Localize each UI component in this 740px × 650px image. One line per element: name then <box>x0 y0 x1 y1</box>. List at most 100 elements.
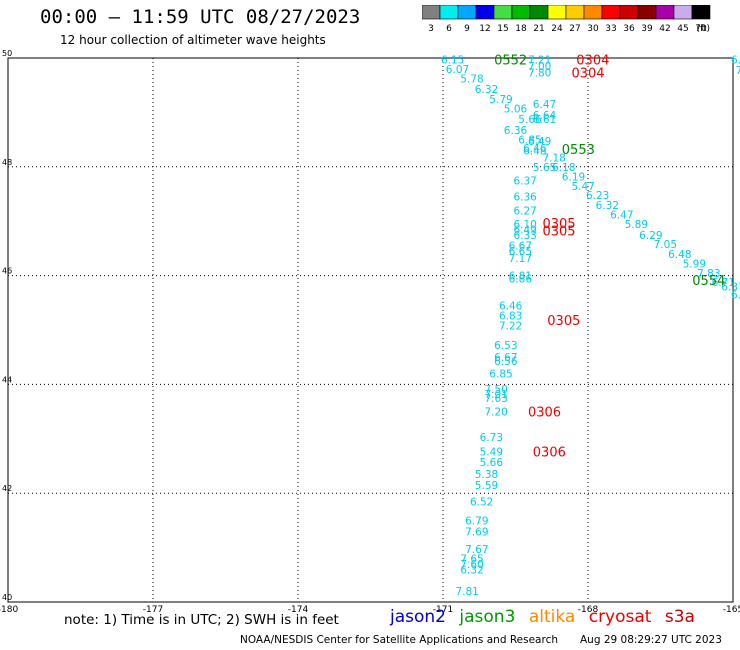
swh-value-label: 6.61 <box>533 114 556 126</box>
swh-value-label: 6.73 <box>480 432 503 444</box>
swh-value-label: 6.52 <box>470 496 493 508</box>
swh-value-label: 7.63 <box>484 393 507 405</box>
swh-value-label: 6.48 <box>668 249 691 261</box>
swh-value-label: 7.60 <box>460 559 483 571</box>
plot-grid <box>8 58 733 602</box>
swh-value-label: 6.71 <box>712 277 735 289</box>
swh-value-label: 5.66 <box>480 457 504 469</box>
legend-label: 9 <box>464 24 470 34</box>
legend-swatch <box>691 5 711 20</box>
y-tick-label: 50 <box>2 49 12 58</box>
satellite-label-cryosat: cryosat <box>588 607 652 627</box>
swh-value-label: 6.67 <box>494 352 517 364</box>
swh-value-label: 6.47 <box>533 99 556 111</box>
swh-value-label: 6.46 <box>523 143 547 155</box>
pass-time-label: 0304 <box>576 54 609 69</box>
satellite-label-jason2: jason2 <box>390 607 446 627</box>
legend-label: 18 <box>515 24 527 34</box>
swh-value-label: 6.32 <box>596 200 619 212</box>
swh-value-label: 7.05 <box>654 239 677 251</box>
swh-value-label: 6.48 <box>523 145 546 157</box>
swh-value-label: 5.06 <box>504 104 528 116</box>
swh-value-label: 6.56 <box>494 356 518 368</box>
satellite-label-s3a: s3a <box>664 607 695 627</box>
legend-label: 21 <box>533 24 544 34</box>
chart-subtitle: 12 hour collection of altimeter wave hei… <box>60 33 326 47</box>
swh-value-label: 6.32 <box>460 564 483 576</box>
swh-value-label: 5.49 <box>480 446 503 458</box>
swh-value-label: 6.15 <box>441 55 464 67</box>
swh-value-label: 7.69 <box>465 526 488 538</box>
swh-value-label: 5.78 <box>460 74 483 86</box>
swh-value-label: 7.22 <box>499 321 522 333</box>
legend-unit: (ft) <box>696 24 710 34</box>
legend-label: 45 <box>677 24 688 34</box>
generated-timestamp: Aug 29 08:29:27 UTC 2023 <box>580 634 722 646</box>
legend-label: 30 <box>587 24 599 34</box>
legend-label: 33 <box>605 24 616 34</box>
swh-value-label: 6.49 <box>528 136 551 148</box>
satellite-legend: jason2 jason3 altika cryosat s3a <box>390 607 703 627</box>
y-tick-label: 44 <box>2 375 12 384</box>
swh-value-label: 6.64 <box>533 110 557 122</box>
pass-time-label: 0304 <box>571 67 604 82</box>
legend-label: 15 <box>497 24 508 34</box>
credit-text: NOAA/NESDIS Center for Satellite Applica… <box>240 634 558 646</box>
legend-label: 3 <box>428 24 434 34</box>
swh-value-label: 6.27 <box>513 205 536 217</box>
swh-value-label: 7.81 <box>455 586 478 598</box>
swh-value-label: 6.49 <box>513 224 536 236</box>
swh-value-label: 5.59 <box>475 480 498 492</box>
y-tick-label: 46 <box>2 267 12 276</box>
legend-label: 39 <box>641 24 653 34</box>
pass-time-label: 0554 <box>692 274 725 289</box>
x-tick-label: -171 <box>433 605 453 615</box>
swh-value-label: 6.65 <box>509 246 532 258</box>
pass-time-label: 0552 <box>494 54 527 69</box>
swh-points: 6.156.075.786.325.795.065.666.366.476.64… <box>441 55 740 598</box>
swh-value-label: 6.36 <box>504 125 528 137</box>
swh-value-label: 6.29 <box>639 230 662 242</box>
swh-value-label: 5.79 <box>489 94 512 106</box>
swh-value-label: 6.85 <box>489 369 512 381</box>
swh-value-label: 6.46 <box>499 301 523 313</box>
footer-note: note: 1) Time is in UTC; 2) SWH is in fe… <box>64 612 339 628</box>
pass-time-label: 0305 <box>542 224 575 239</box>
swh-value-label: 7.18 <box>542 153 565 165</box>
swh-value-label: 5.47 <box>571 181 594 193</box>
swh-value-label: 5.65 <box>533 162 556 174</box>
y-tick-label: 42 <box>2 484 12 493</box>
swh-value-label: 6.83 <box>499 310 522 322</box>
legend-label: 27 <box>569 24 580 34</box>
x-tick-label: -165 <box>723 605 740 615</box>
swh-value-label: 7.01 <box>484 389 507 401</box>
swh-value-label: 7.83 <box>697 268 720 280</box>
swh-value-label: 6.18 <box>552 162 575 174</box>
swh-value-label: 6.19 <box>562 172 585 184</box>
swh-value-label: 6.23 <box>586 190 609 202</box>
pass-time-label: 0306 <box>528 406 561 421</box>
pass-time-label: 0306 <box>533 445 566 460</box>
swh-value-label: 6.10 <box>513 219 536 231</box>
swh-value-label: 6.86 <box>509 273 533 285</box>
swh-value-label: 7.13 <box>736 65 740 77</box>
swh-value-label: 6.81 <box>509 271 532 283</box>
x-tick-label: -168 <box>578 605 599 615</box>
pass-time-label: 0305 <box>542 217 575 232</box>
swh-value-label: 6.33 <box>513 230 536 242</box>
legend-label: 12 <box>479 24 490 34</box>
satellite-label-jason3: jason3 <box>459 607 516 627</box>
chart-title: 00:00 – 11:59 UTC 08/27/2023 <box>40 6 361 28</box>
color-legend: 3 6 9 12 15 18 21 24 27 30 33 36 39 42 45 70(ft) <box>422 5 711 34</box>
swh-value-label: 6.67 <box>509 241 532 253</box>
legend-label: 24 <box>551 24 563 34</box>
x-tick-label: -174 <box>288 605 309 615</box>
swh-value-label: 6.32 <box>475 84 498 96</box>
swh-value-label: 6.53 <box>494 340 517 352</box>
pass-time-label: 0553 <box>562 143 595 158</box>
pass-time-label: 0305 <box>547 314 580 329</box>
swh-value-label: 7.67 <box>465 544 488 556</box>
plot-frame <box>7 57 734 603</box>
satellite-label-altika: altika <box>528 607 576 627</box>
